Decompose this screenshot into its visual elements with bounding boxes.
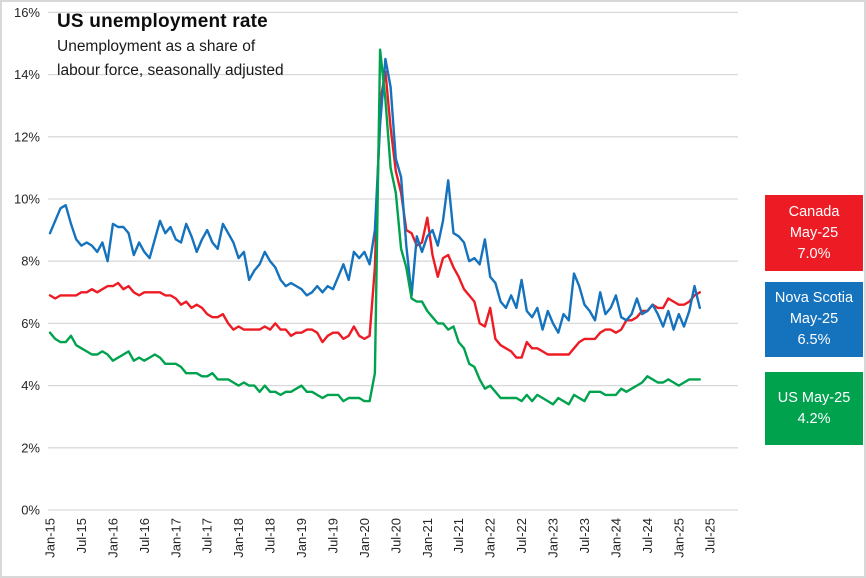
svg-text:Jul-20: Jul-20 xyxy=(388,518,403,553)
svg-text:8%: 8% xyxy=(21,254,40,269)
legend-us-region-period: US May-25 xyxy=(777,389,851,406)
svg-text:Jul-22: Jul-22 xyxy=(514,518,529,553)
svg-text:Jul-18: Jul-18 xyxy=(263,518,278,553)
legend-ns-region: Nova Scotia xyxy=(774,290,854,306)
svg-text:14%: 14% xyxy=(14,67,40,82)
title-block: US unemployment rate Unemployment as a s… xyxy=(57,9,284,83)
svg-text:Jul-16: Jul-16 xyxy=(137,518,152,553)
legend-nova-scotia: Nova Scotia May-25 6.5% xyxy=(765,282,863,357)
legend-canada-region: Canada xyxy=(788,203,840,220)
svg-text:Jan-22: Jan-22 xyxy=(483,518,498,558)
svg-text:Jan-15: Jan-15 xyxy=(43,518,58,558)
svg-text:4%: 4% xyxy=(21,378,40,393)
svg-text:6%: 6% xyxy=(21,316,40,331)
svg-text:Jul-24: Jul-24 xyxy=(640,518,655,553)
svg-text:2%: 2% xyxy=(21,440,40,455)
legend-us: US May-25 4.2% xyxy=(765,372,863,445)
chart-title: US unemployment rate xyxy=(57,11,268,32)
chart-subtitle-line2: labour force, seasonally adjusted xyxy=(57,62,284,79)
svg-text:Jul-15: Jul-15 xyxy=(74,518,89,553)
svg-text:10%: 10% xyxy=(14,192,40,207)
svg-text:12%: 12% xyxy=(14,129,40,144)
legend-canada: Canada May-25 7.0% xyxy=(765,195,863,271)
svg-text:Jan-21: Jan-21 xyxy=(420,518,435,558)
svg-text:Jul-19: Jul-19 xyxy=(325,518,340,553)
svg-text:Jan-18: Jan-18 xyxy=(231,518,246,558)
svg-text:Jan-25: Jan-25 xyxy=(671,518,686,558)
svg-text:16%: 16% xyxy=(14,5,40,20)
legend-us-value: 4.2% xyxy=(797,410,831,427)
svg-text:Jan-20: Jan-20 xyxy=(357,518,372,558)
svg-text:Jan-23: Jan-23 xyxy=(546,518,561,558)
legend-ns-value: 6.5% xyxy=(797,332,831,348)
svg-text:Jan-17: Jan-17 xyxy=(168,518,183,558)
legend-ns-period: May-25 xyxy=(789,311,839,327)
svg-text:Jul-23: Jul-23 xyxy=(577,518,592,553)
legend-canada-value: 7.0% xyxy=(797,245,831,262)
svg-text:Jan-16: Jan-16 xyxy=(105,518,120,558)
chart-subtitle-line1: Unemployment as a share of xyxy=(57,38,256,55)
svg-text:Jan-24: Jan-24 xyxy=(608,518,623,558)
legend-canada-period: May-25 xyxy=(789,224,839,241)
svg-text:Jul-21: Jul-21 xyxy=(451,518,466,553)
svg-text:Jul-25: Jul-25 xyxy=(703,518,718,553)
svg-text:Jul-17: Jul-17 xyxy=(200,518,215,553)
svg-text:0%: 0% xyxy=(21,503,40,518)
svg-text:Jan-19: Jan-19 xyxy=(294,518,309,558)
